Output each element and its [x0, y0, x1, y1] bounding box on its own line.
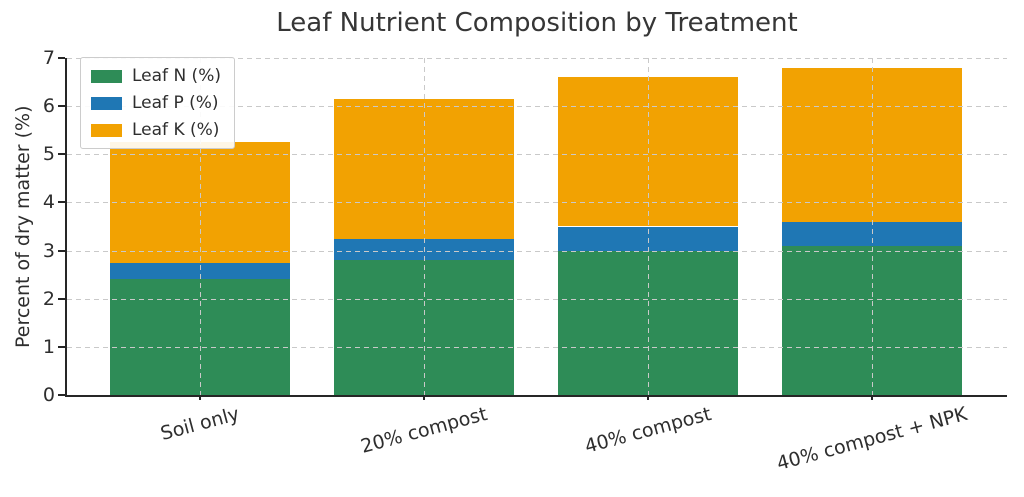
- legend-swatch-icon: [91, 69, 122, 83]
- x-tick-label-1: 20% compost: [358, 402, 554, 458]
- y-tick-mark-2: [58, 297, 65, 300]
- gridline-x-2: [647, 58, 649, 395]
- y-tick-label-2: 2: [42, 287, 55, 310]
- x-tick-mark-3: [871, 395, 873, 400]
- x-tick-label-text: 40% compost + NPK: [774, 402, 970, 475]
- legend-item-1: Leaf P (%): [91, 93, 221, 113]
- legend-label: Leaf N (%): [132, 66, 221, 86]
- y-tick-label-7: 7: [42, 47, 55, 69]
- y-tick-label-0: 0: [42, 384, 55, 406]
- legend-swatch-icon: [91, 123, 122, 137]
- x-tick-mark-2: [647, 395, 649, 400]
- y-tick-mark-6: [58, 105, 65, 108]
- gridline-y-1: [67, 346, 1007, 348]
- legend-label: Leaf K (%): [132, 120, 220, 140]
- y-tick-mark-3: [58, 249, 65, 252]
- y-tick-mark-5: [58, 153, 65, 156]
- y-tick-label-4: 4: [42, 191, 55, 214]
- y-tick-label-1: 1: [42, 335, 55, 358]
- legend-item-0: Leaf N (%): [91, 66, 221, 86]
- x-tick-label-text: Soil only: [158, 402, 242, 445]
- x-tick-mark-1: [423, 395, 425, 400]
- x-tick-label-0: Soil only: [158, 402, 280, 445]
- y-tick-mark-1: [58, 345, 65, 348]
- x-tick-label-2: 40% compost: [582, 402, 778, 458]
- legend-label: Leaf P (%): [132, 93, 219, 113]
- y-tick-mark-0: [58, 394, 65, 396]
- legend-item-2: Leaf K (%): [91, 120, 221, 140]
- legend: Leaf N (%) Leaf P (%) Leaf K (%): [80, 57, 235, 149]
- x-tick-label-text: 40% compost: [582, 402, 714, 458]
- y-tick-mark-4: [58, 201, 65, 204]
- y-axis-spine: [65, 58, 67, 397]
- gridline-y-6: [67, 106, 1007, 108]
- chart-title: Leaf Nutrient Composition by Treatment: [276, 8, 798, 38]
- gridline-y-7: [67, 58, 1007, 59]
- gridline-y-5: [67, 154, 1007, 156]
- legend-swatch-icon: [91, 96, 122, 110]
- gridline-x-3: [871, 58, 873, 395]
- x-tick-label-3: 40% compost + NPK: [774, 402, 1024, 475]
- plot-area: [58, 57, 1007, 400]
- y-tick-mark-7: [58, 57, 65, 59]
- y-tick-label-6: 6: [42, 95, 55, 118]
- gridline-y-3: [67, 250, 1007, 252]
- gridline-x-0: [199, 58, 201, 395]
- x-tick-mark-0: [199, 395, 201, 400]
- y-tick-label-5: 5: [42, 143, 55, 166]
- gridline-y-4: [67, 202, 1007, 204]
- x-axis-spine: [65, 395, 1007, 397]
- x-tick-label-text: 20% compost: [358, 402, 490, 458]
- gridline-x-1: [423, 58, 425, 395]
- y-tick-label-3: 3: [42, 239, 55, 262]
- gridline-y-2: [67, 298, 1007, 300]
